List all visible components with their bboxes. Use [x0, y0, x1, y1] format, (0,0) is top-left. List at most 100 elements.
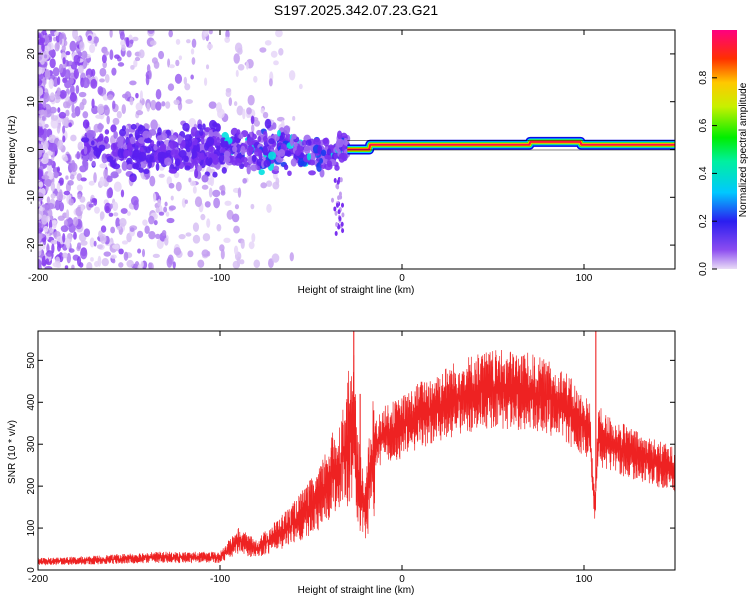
spectrogram-noise-cell	[251, 233, 256, 243]
spectrogram-noise-cell	[190, 48, 195, 55]
snr-y-ticks: 0 100 200 300 400 500	[26, 352, 675, 573]
spectrogram-noise-cell	[112, 100, 116, 110]
spectrogram-band-cell	[177, 135, 182, 144]
spectrogram-noise-cell	[208, 101, 217, 109]
spectrogram-noise-cell	[87, 35, 92, 41]
spectrogram-ridge-line	[347, 141, 675, 150]
spectrogram-noise-cell	[111, 258, 116, 264]
spectrogram-noise-cell	[251, 124, 255, 133]
x-tick-label: -200	[28, 273, 48, 284]
spectrogram-noise-cell	[158, 50, 165, 60]
x-tick-label: -200	[28, 574, 48, 585]
spectrogram-noise-cell	[118, 248, 124, 255]
spectrogram-band-cell	[268, 138, 275, 145]
spectrogram-noise-cell	[62, 252, 68, 259]
spectrogram-noise-cell	[134, 56, 141, 62]
spectrogram-noise-cell	[43, 225, 49, 233]
spectrogram-band-cell	[331, 197, 335, 203]
y-tick-label: 500	[26, 352, 37, 369]
spectrogram-band-cell	[287, 170, 292, 177]
spectrogram-noise-cell	[68, 198, 74, 206]
spectrogram-noise-cell	[108, 212, 114, 217]
spectrogram-noise-cell	[69, 60, 73, 66]
spectrogram-noise-cell	[93, 240, 97, 247]
spectrogram-noise-cell	[73, 54, 81, 64]
spectrogram-band-cell	[339, 177, 343, 183]
spectrogram-band-cell	[145, 146, 151, 154]
spectrogram-noise-cell	[266, 203, 272, 213]
spectrogram-band-cell	[341, 212, 345, 218]
spectrogram-noise-cell	[81, 77, 90, 89]
spectrogram-noise-cell	[58, 111, 67, 119]
spectrogram-noise-cell	[71, 103, 75, 114]
spectrogram-noise-cell	[192, 222, 200, 232]
spectrogram-band-cell	[306, 152, 312, 161]
spectrogram-noise-cell	[78, 91, 87, 98]
colorbar-tick-label: 0.8	[698, 70, 709, 84]
snr-series-line	[38, 349, 675, 566]
spectrogram-noise-cell	[205, 64, 210, 70]
spectrogram-band-cell	[326, 148, 332, 156]
spectrogram-band-cell	[309, 159, 316, 166]
spectrogram-band-cell	[129, 175, 136, 182]
spectrogram-noise-cell	[83, 228, 91, 238]
spectrogram-band-cell	[336, 179, 340, 185]
spectrogram-noise-cell	[101, 54, 107, 64]
spectrogram-noise-cell	[49, 106, 57, 114]
spectrogram-band-cell	[159, 143, 167, 151]
spectrogram-band-cell	[127, 163, 133, 171]
x-tick-label: 100	[576, 574, 593, 585]
spectrogram-noise-cell	[191, 57, 196, 65]
spectrogram-noise-cell	[135, 110, 144, 116]
spectrogram-noise-cell	[99, 67, 107, 77]
spectrogram-band-cell	[145, 154, 153, 163]
spectrogram-noise-cell	[148, 215, 155, 225]
spectrogram-noise-cell	[114, 54, 120, 59]
spectrogram-noise-cell	[167, 83, 175, 91]
spectrogram-noise-cell	[129, 97, 134, 106]
spectrogram-noise-cell	[240, 239, 245, 250]
spectrogram-band-cell	[110, 171, 119, 179]
spectrogram-band-cell	[218, 152, 225, 163]
spectrogram-noise-cell	[59, 189, 63, 199]
spectrogram-band-cell	[169, 140, 178, 149]
spectrogram-noise-cell	[44, 123, 49, 128]
spectrogram-noise-cell	[204, 201, 211, 208]
colorbar-tick-label: 0.4	[698, 166, 709, 180]
spectrogram-band-cell	[301, 139, 307, 147]
spectrogram-noise-cell	[248, 241, 255, 250]
spectrogram-band-cell	[83, 146, 88, 155]
spectrogram-noise-cell	[228, 97, 233, 107]
spectrogram-noise-cell	[95, 114, 103, 119]
spectrogram-noise-cell	[123, 251, 129, 261]
spectrogram-band-cell	[98, 144, 106, 152]
spectrogram-noise-cell	[165, 211, 170, 217]
spectrogram-noise-cell	[38, 222, 42, 228]
spectrogram-noise-cell	[51, 219, 58, 225]
spectrogram-noise-cell	[94, 206, 100, 214]
spectrogram-noise-cell	[219, 244, 225, 252]
spectrogram-band-cell	[111, 163, 121, 170]
spectrogram-band-cell	[338, 191, 342, 197]
spectrogram-band-cell	[113, 131, 118, 139]
spectrogram-noise-cell	[43, 139, 49, 151]
colorbar-label: Normalized spectral amplitude	[738, 82, 749, 217]
spectrogram-band-cell	[258, 169, 265, 176]
spectrogram-noise-cell	[121, 240, 129, 245]
spectrogram-noise-cell	[183, 76, 188, 85]
spectrogram-noise-cell	[57, 215, 65, 221]
snr-x-ticks: -200 -100 0 100	[28, 331, 593, 585]
spectrogram-noise-cell	[237, 47, 243, 55]
spectrogram-band-cell	[82, 119, 90, 129]
spectrogram-noise-cell	[65, 109, 70, 117]
spectrogram-band-cell	[153, 144, 158, 151]
spectrogram-noise-cell	[224, 36, 231, 43]
spectrogram-noise-cell	[164, 237, 169, 246]
spectrogram-noise-cell	[172, 261, 176, 269]
spectrogram-x-ticks: -200 -100 0 100	[28, 30, 593, 284]
spectrogram-noise-cell	[69, 40, 77, 52]
spectrogram-noise-cell	[65, 209, 70, 220]
spectrogram-band-cell	[168, 168, 177, 174]
spectrogram-band-cell	[290, 137, 294, 147]
